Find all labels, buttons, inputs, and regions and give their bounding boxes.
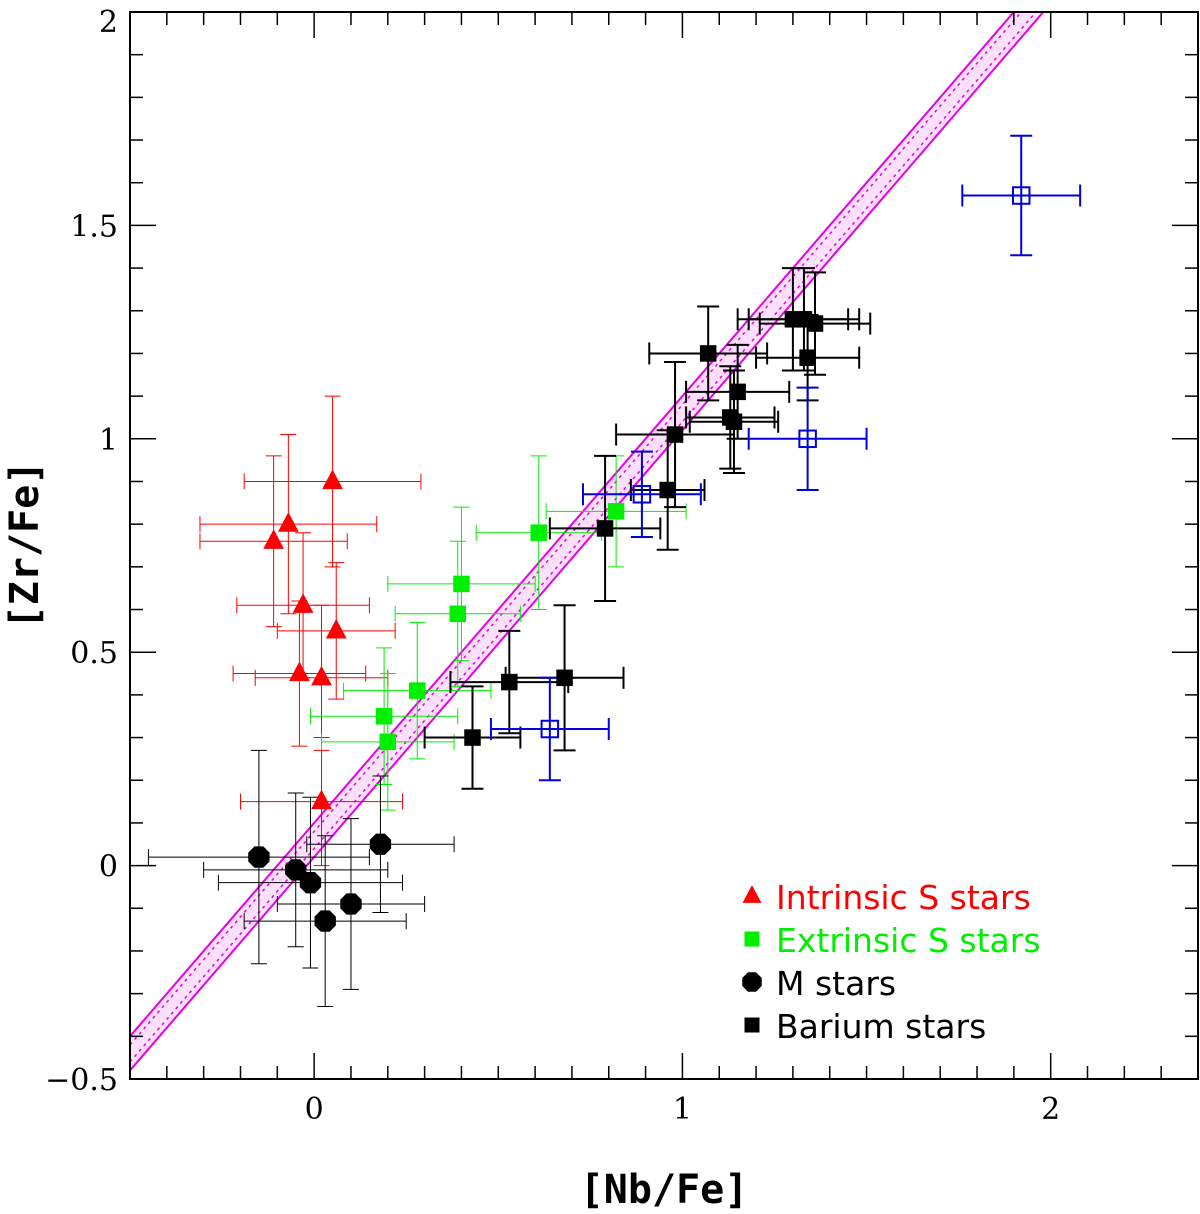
- legend-label: Intrinsic S stars: [776, 878, 1031, 917]
- data-point: [659, 481, 676, 499]
- data-point: [409, 682, 426, 699]
- fit-band-upper-line: [130, 12, 1016, 1037]
- axis-ticks: [130, 12, 1199, 1079]
- data-point: [285, 859, 307, 881]
- y-tick-label: 1: [99, 423, 118, 458]
- data-point: [725, 413, 743, 430]
- data-point: [248, 846, 270, 868]
- y-tick-label: 0.5: [70, 636, 118, 671]
- y-tick-label: 0: [99, 850, 118, 885]
- data-point: [540, 719, 560, 739]
- legend-label: Barium stars: [776, 1007, 986, 1046]
- x-tick-label: 2: [1041, 1092, 1060, 1127]
- y-tick-label: −0.5: [45, 1063, 118, 1098]
- tick-labels: 0 1 2 −0.5 0 0.5 1 1.5 2: [45, 5, 1060, 1127]
- data-point: [449, 605, 467, 623]
- data-point: [322, 469, 343, 490]
- legend-label: M stars: [776, 964, 896, 1003]
- data-point: [556, 669, 573, 687]
- data-point: [277, 512, 299, 532]
- data-point: [311, 789, 332, 810]
- x-tick-label: 0: [305, 1092, 324, 1127]
- data-point: [798, 429, 817, 449]
- data-point: [799, 349, 816, 366]
- fit-band-lower-line: [130, 12, 1045, 1072]
- data-point: [729, 383, 746, 401]
- legend-marker: [744, 931, 760, 947]
- data-point: [340, 893, 362, 915]
- x-axis-title: [Nb/Fe]: [580, 1167, 749, 1213]
- data-point: [607, 503, 625, 520]
- data-points: [248, 186, 1031, 932]
- plot-frame: [129, 11, 1199, 1080]
- data-point: [325, 618, 347, 639]
- data-point: [289, 661, 310, 682]
- y-tick-label: 2: [99, 5, 118, 40]
- error-bar: [581, 450, 702, 538]
- data-point: [501, 673, 518, 691]
- data-point: [375, 707, 393, 725]
- legend: Intrinsic S stars Extrinsic S stars M star…: [742, 878, 1041, 1046]
- data-point: [299, 872, 322, 894]
- data-point: [806, 315, 824, 332]
- data-point: [632, 485, 652, 504]
- data-point: [699, 345, 717, 362]
- data-point: [530, 524, 548, 541]
- fit-band: [130, 12, 1045, 1072]
- legend-marker: [742, 972, 762, 992]
- data-point: [379, 733, 397, 751]
- data-point: [314, 910, 336, 932]
- legend-marker: [742, 885, 762, 903]
- error-bar: [747, 386, 868, 492]
- data-point: [666, 426, 684, 443]
- fit-band-fill: [130, 12, 1044, 1071]
- data-point: [311, 665, 332, 686]
- data-point: [596, 520, 614, 537]
- legend-marker: [744, 1017, 760, 1033]
- error-bar: [961, 134, 1082, 257]
- data-point: [453, 575, 470, 593]
- data-point: [464, 729, 481, 746]
- error-bar: [489, 676, 610, 782]
- data-point: [369, 833, 392, 855]
- data-point: [263, 529, 285, 549]
- y-axis-title: [Zr/Fe]: [2, 461, 48, 630]
- legend-label: Extrinsic S stars: [776, 921, 1041, 960]
- data-point: [292, 593, 314, 613]
- y-tick-label: 1.5: [70, 209, 118, 244]
- data-point: [1011, 186, 1031, 205]
- x-tick-label: 1: [673, 1092, 692, 1127]
